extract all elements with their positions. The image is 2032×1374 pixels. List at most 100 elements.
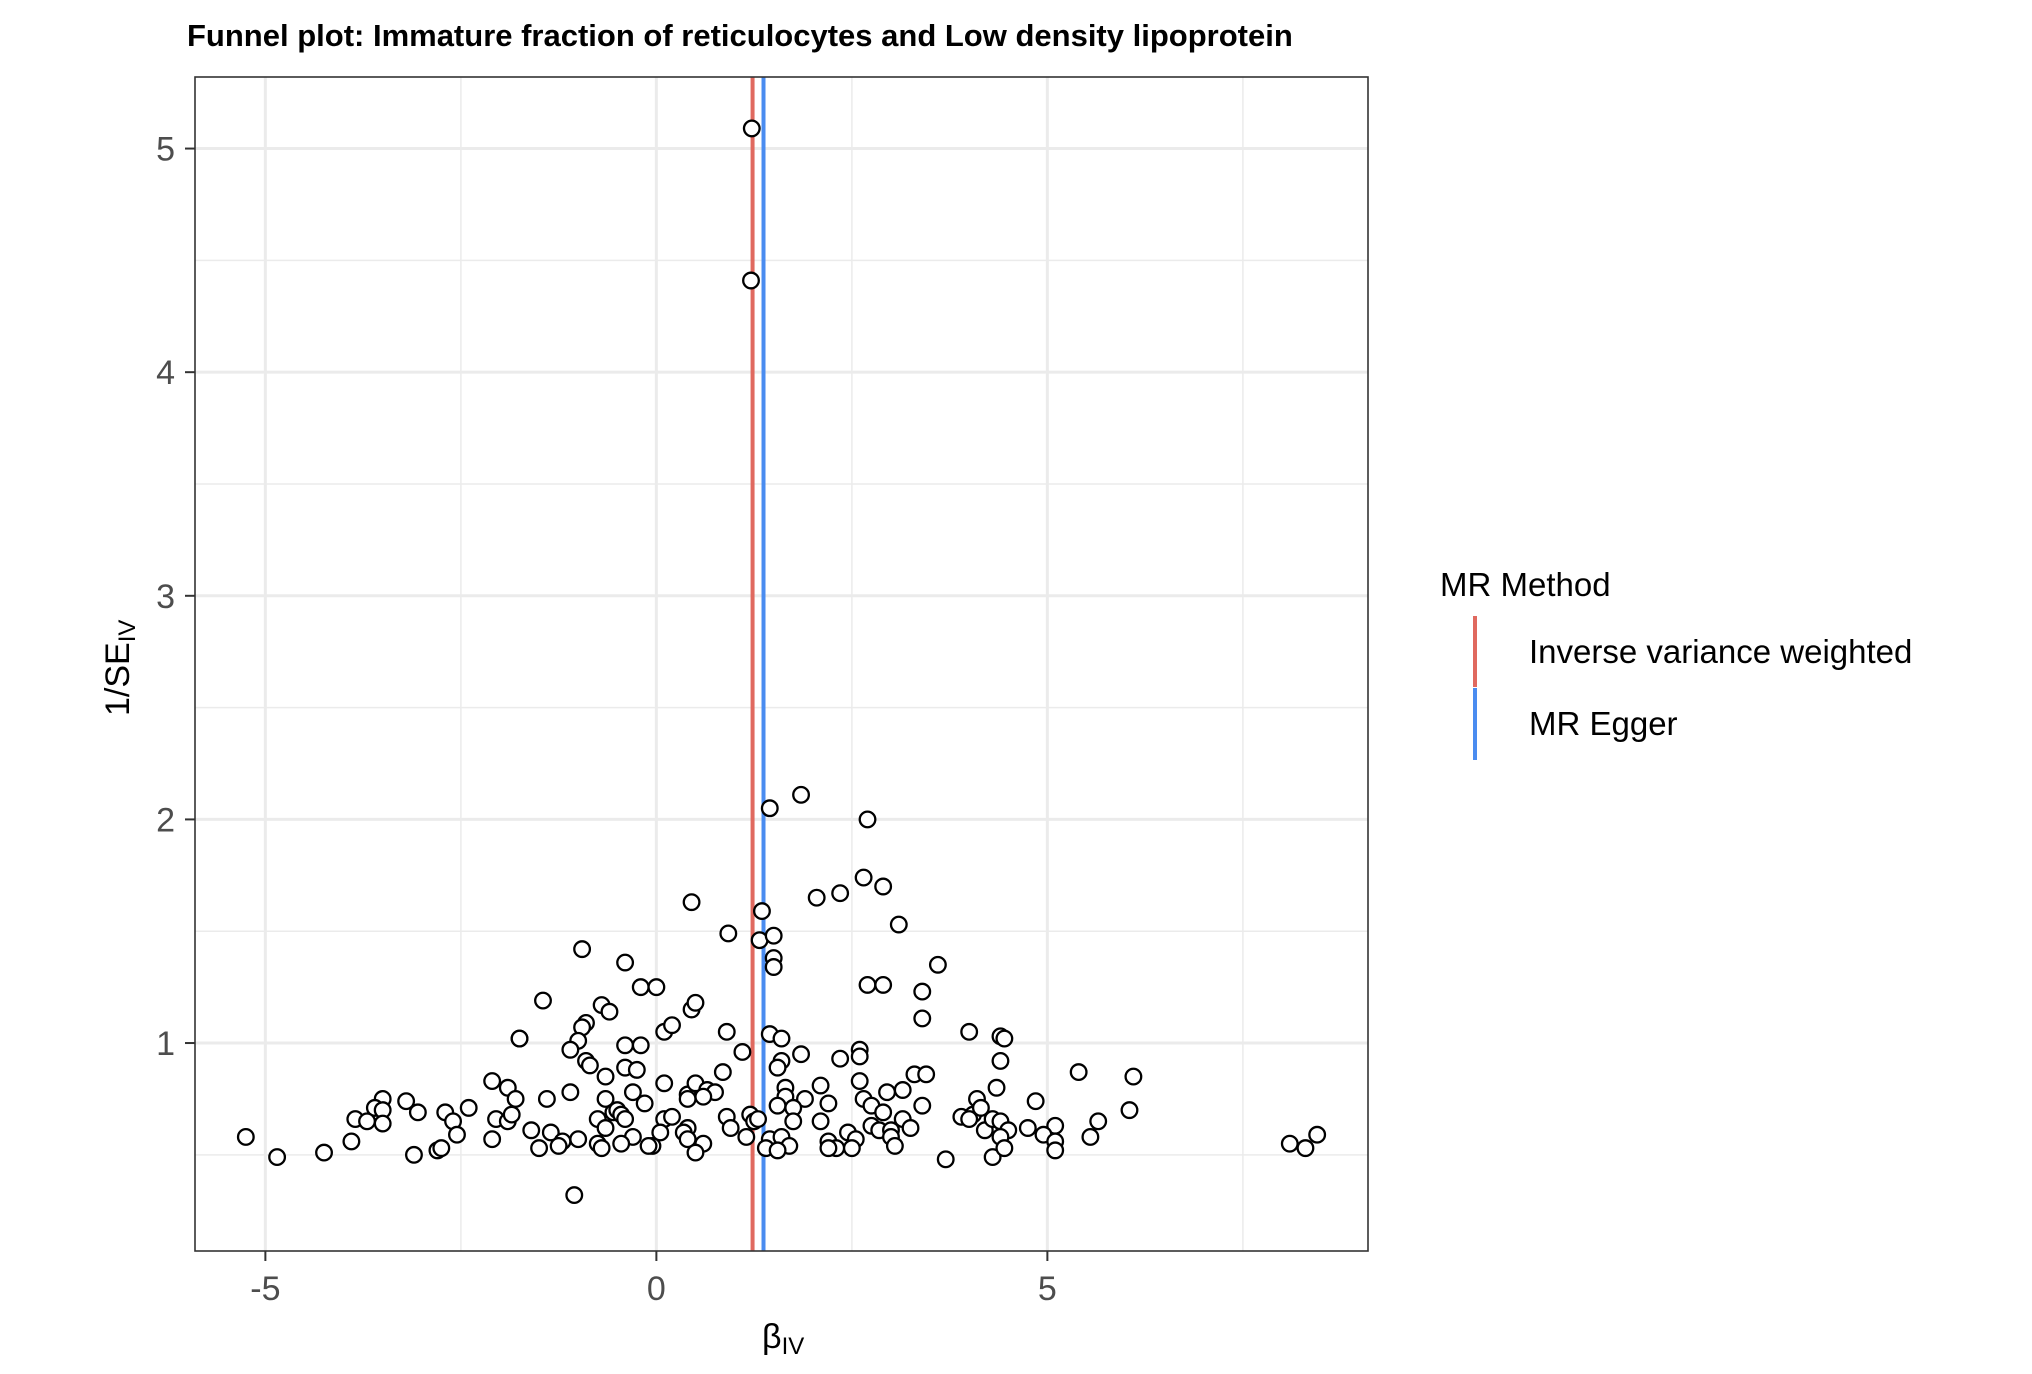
y-axis-ticks: 1 2 3 4 5 xyxy=(156,131,195,1063)
data-point xyxy=(405,1145,423,1164)
data-point xyxy=(760,799,779,818)
data-point xyxy=(850,1072,869,1090)
data-point xyxy=(874,975,893,994)
data-point xyxy=(1308,1125,1327,1144)
data-point xyxy=(397,1092,416,1111)
data-point xyxy=(506,1089,525,1108)
data-point xyxy=(772,1029,791,1048)
data-point xyxy=(995,1029,1014,1048)
data-point xyxy=(580,1056,599,1075)
data-point xyxy=(647,978,666,997)
data-point xyxy=(936,1150,955,1169)
data-point xyxy=(717,1022,736,1041)
x-tick-label: -5 xyxy=(250,1270,280,1308)
data-point xyxy=(917,1065,936,1084)
data-point xyxy=(831,884,850,903)
data-point xyxy=(600,1002,619,1021)
y-tick-label: 5 xyxy=(156,131,175,169)
data-point xyxy=(596,1089,615,1108)
data-point xyxy=(616,953,635,972)
data-point xyxy=(811,1112,830,1131)
data-point xyxy=(913,1096,932,1115)
data-point xyxy=(913,1009,932,1028)
data-point xyxy=(1081,1128,1100,1146)
data-point xyxy=(792,785,811,804)
data-point xyxy=(268,1148,287,1167)
data-point xyxy=(530,1139,549,1158)
data-point xyxy=(315,1143,333,1162)
data-point xyxy=(819,1094,838,1113)
data-point xyxy=(686,993,705,1012)
data-point xyxy=(831,1049,850,1068)
data-point xyxy=(627,1060,646,1079)
data-point xyxy=(432,1139,451,1158)
data-point xyxy=(721,1119,740,1137)
data-point xyxy=(842,1139,861,1158)
data-point xyxy=(764,926,783,945)
data-point xyxy=(1120,1101,1139,1120)
data-point xyxy=(928,955,947,974)
data-point xyxy=(874,1103,893,1122)
x-tick-label: 0 xyxy=(647,1270,666,1308)
data-point xyxy=(541,1123,560,1142)
legend-title: MR Method xyxy=(1440,566,1611,603)
data-point xyxy=(1280,1134,1299,1153)
data-point xyxy=(1069,1063,1088,1082)
data-point xyxy=(733,1043,752,1061)
y-tick-label: 4 xyxy=(156,354,175,392)
data-point xyxy=(561,1040,580,1059)
data-point xyxy=(854,868,873,887)
data-point xyxy=(768,1096,787,1115)
data-point xyxy=(913,982,932,1001)
data-point xyxy=(663,1016,681,1035)
data-point xyxy=(483,1072,502,1090)
data-point xyxy=(764,958,783,976)
y-tick-label: 2 xyxy=(156,801,175,839)
data-point xyxy=(596,1119,615,1137)
data-point xyxy=(858,810,877,829)
x-axis-title-sub: IV xyxy=(782,1333,805,1360)
legend-label-mr-egger: MR Egger xyxy=(1529,705,1678,742)
x-axis-title: βIV xyxy=(762,1318,804,1360)
data-point xyxy=(960,1110,979,1129)
data-point xyxy=(713,1063,732,1082)
data-point xyxy=(623,1083,642,1102)
data-point xyxy=(373,1114,392,1133)
y-tick-label: 3 xyxy=(156,578,175,616)
data-point xyxy=(616,1110,635,1129)
data-point xyxy=(742,271,760,290)
data-point xyxy=(631,978,650,997)
data-point xyxy=(537,1089,556,1108)
data-point xyxy=(459,1098,478,1117)
data-point xyxy=(971,1098,990,1117)
data-point xyxy=(663,1107,681,1126)
chart-title: Funnel plot: Immature fraction of reticu… xyxy=(187,18,1293,53)
data-point xyxy=(549,1136,568,1155)
legend-label-ivw: Inverse variance weighted xyxy=(1529,633,1912,670)
data-point xyxy=(534,991,552,1010)
data-point xyxy=(784,1112,803,1131)
data-point xyxy=(1026,1092,1045,1111)
data-points xyxy=(236,119,1327,1205)
data-point xyxy=(635,1094,654,1113)
data-point xyxy=(807,888,826,907)
data-point xyxy=(573,940,592,959)
data-point xyxy=(753,902,771,921)
data-point xyxy=(1018,1119,1037,1137)
data-point xyxy=(448,1125,466,1144)
data-point xyxy=(616,1036,635,1055)
data-point xyxy=(408,1103,427,1122)
y-tick-label: 1 xyxy=(156,1025,175,1063)
data-point xyxy=(1046,1141,1065,1160)
data-point xyxy=(483,1130,502,1149)
data-point xyxy=(631,1036,650,1055)
data-point xyxy=(678,1130,697,1149)
data-point xyxy=(1296,1139,1315,1158)
data-point xyxy=(565,1186,584,1205)
data-point xyxy=(874,877,893,896)
data-point xyxy=(885,1136,904,1155)
data-point xyxy=(502,1105,521,1124)
data-point xyxy=(768,1141,787,1160)
data-point xyxy=(561,1083,580,1102)
